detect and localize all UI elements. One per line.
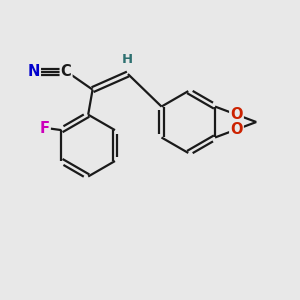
Text: O: O [230, 122, 243, 137]
Text: O: O [230, 107, 243, 122]
Text: H: H [122, 53, 133, 66]
Text: F: F [39, 121, 49, 136]
Text: C: C [61, 64, 71, 80]
Text: N: N [28, 64, 40, 80]
